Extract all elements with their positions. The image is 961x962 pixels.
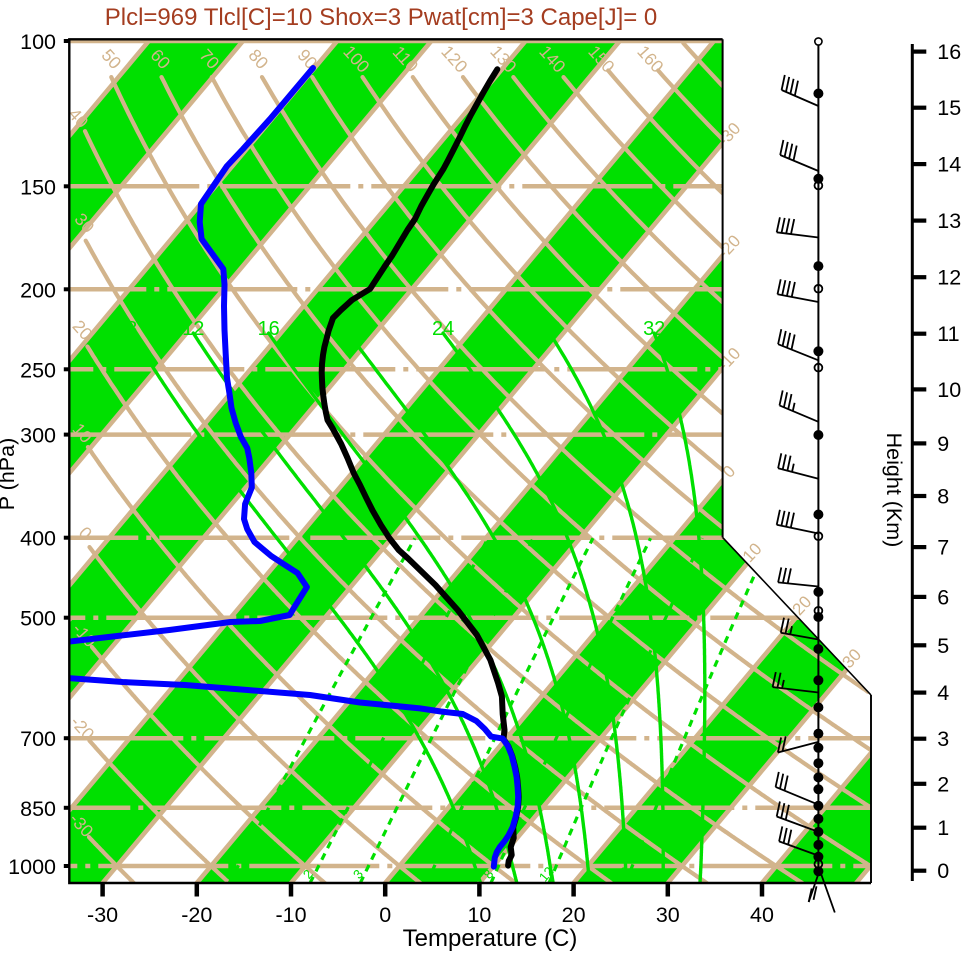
svg-text:12: 12 — [182, 318, 204, 340]
svg-text:-30: -30 — [87, 903, 118, 927]
svg-text:0: 0 — [937, 859, 949, 883]
svg-text:200: 200 — [20, 278, 56, 302]
svg-text:40: 40 — [750, 903, 774, 927]
svg-text:3: 3 — [937, 727, 949, 751]
svg-text:Height (Km): Height (Km) — [882, 433, 906, 548]
svg-text:11: 11 — [937, 322, 959, 346]
svg-text:1: 1 — [937, 816, 949, 840]
svg-text:-10: -10 — [275, 903, 306, 927]
svg-text:8: 8 — [126, 318, 137, 340]
svg-text:12: 12 — [937, 266, 961, 290]
svg-text:8: 8 — [937, 485, 949, 509]
svg-text:10: 10 — [937, 378, 961, 402]
svg-text:4: 4 — [937, 681, 949, 705]
svg-text:20: 20 — [337, 318, 359, 340]
svg-text:300: 300 — [20, 424, 56, 448]
svg-text:1000: 1000 — [8, 855, 56, 879]
svg-text:15: 15 — [937, 96, 961, 120]
svg-text:9: 9 — [937, 432, 949, 456]
svg-text:14: 14 — [937, 153, 961, 177]
svg-text:24: 24 — [432, 318, 454, 340]
svg-text:7: 7 — [937, 536, 949, 560]
svg-text:0: 0 — [379, 903, 391, 927]
svg-text:400: 400 — [20, 527, 56, 551]
svg-text:2: 2 — [937, 772, 949, 796]
svg-text:-20: -20 — [181, 903, 212, 927]
svg-text:16: 16 — [258, 318, 280, 340]
svg-text:13: 13 — [937, 209, 961, 233]
svg-text:500: 500 — [20, 607, 56, 631]
svg-text:P (hPa): P (hPa) — [0, 438, 19, 511]
svg-text:100: 100 — [20, 30, 56, 54]
svg-text:5: 5 — [937, 634, 949, 658]
svg-text:Plcl=969 Tlcl[C]=10 Shox=3 Pwa: Plcl=969 Tlcl[C]=10 Shox=3 Pwat[cm]=3 Ca… — [105, 4, 658, 31]
svg-text:30: 30 — [656, 903, 680, 927]
svg-text:16: 16 — [937, 40, 961, 64]
svg-text:20: 20 — [562, 903, 586, 927]
svg-text:6: 6 — [937, 585, 949, 609]
svg-text:10: 10 — [467, 903, 491, 927]
svg-text:28: 28 — [539, 318, 561, 340]
svg-text:250: 250 — [20, 358, 56, 382]
svg-text:Temperature (C): Temperature (C) — [403, 925, 578, 952]
svg-text:850: 850 — [20, 797, 56, 821]
svg-text:32: 32 — [643, 318, 665, 340]
svg-text:700: 700 — [20, 727, 56, 751]
svg-text:150: 150 — [20, 175, 56, 199]
